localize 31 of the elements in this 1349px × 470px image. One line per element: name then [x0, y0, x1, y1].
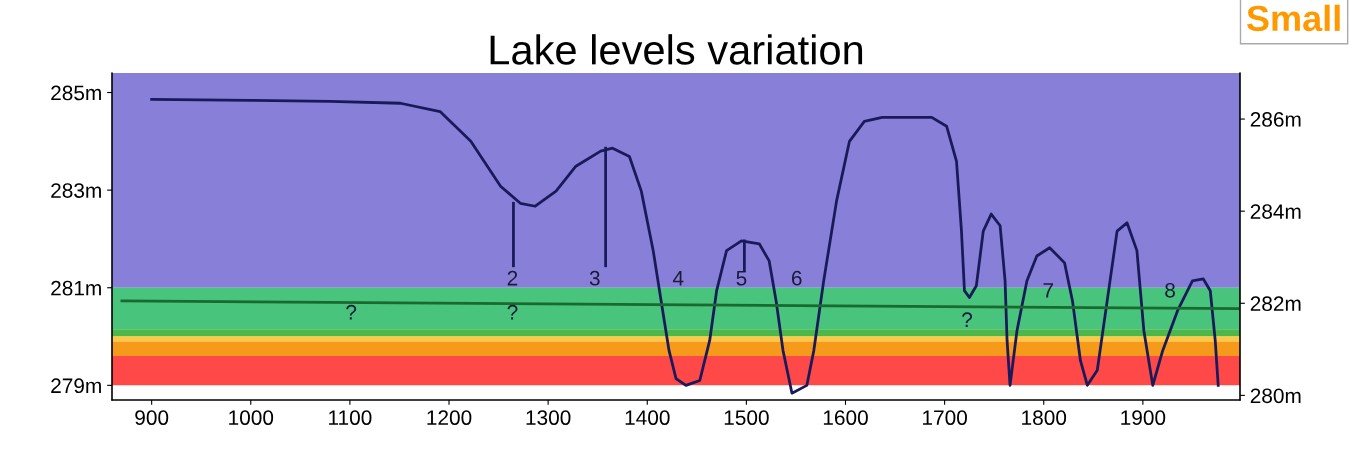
y2-tick-label: 280m	[1250, 388, 1301, 404]
text: Small	[1246, 4, 1340, 32]
annotation: ?	[962, 312, 973, 327]
annotation: 5	[736, 271, 747, 286]
y2-tick-label: 282m	[1250, 296, 1301, 312]
chart-title: Lake levels variation	[490, 34, 863, 65]
x-tick-label: 1300	[526, 410, 571, 426]
x-tick-label: 1700	[923, 410, 967, 426]
annotation: 8	[1165, 282, 1175, 298]
x-tick-label: 900	[135, 410, 169, 426]
y2-tick-label: 284m	[1250, 204, 1301, 219]
y-tick-label: 279m	[51, 378, 101, 394]
y-tick-label: 281m	[51, 280, 101, 296]
annotation: 6	[791, 270, 802, 286]
x-tick-label: 1200	[427, 410, 472, 426]
x-tick-label: 1800	[1022, 410, 1067, 426]
x-tick-label: 1900	[1121, 410, 1166, 426]
x-tick-label: 1000	[229, 410, 274, 426]
annotation: 7	[1043, 283, 1053, 298]
annotation: 2	[507, 270, 518, 286]
annotation: ?	[507, 304, 518, 320]
x-tick-label: 1100	[329, 410, 372, 426]
annotation: 3	[589, 270, 600, 286]
y-tick-label: 285m	[51, 85, 101, 101]
x-tick-label: 1500	[724, 410, 769, 426]
annotation: 4	[672, 271, 684, 286]
y-tick-label: 283m	[51, 183, 101, 198]
x-tick-label: 1400	[625, 410, 670, 426]
annotation: ?	[346, 304, 357, 320]
x-tick-label: 1600	[823, 410, 868, 426]
y2-tick-label: 286m	[1250, 112, 1301, 127]
